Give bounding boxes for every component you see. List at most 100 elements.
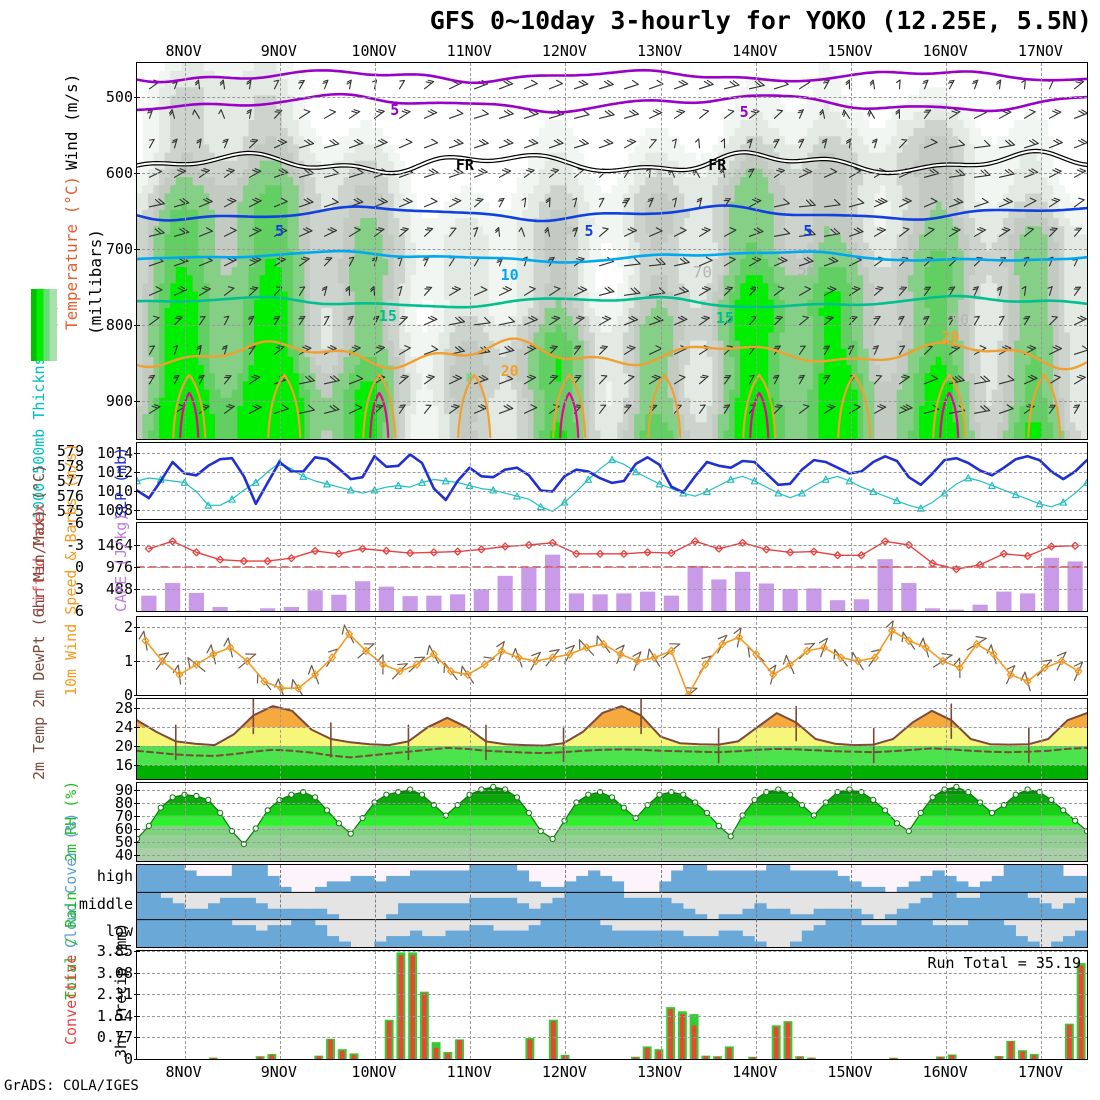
pressure-tick: 600 bbox=[105, 164, 133, 183]
day-gridline bbox=[946, 617, 948, 695]
cloud-row-label: middle bbox=[78, 894, 133, 913]
day-gridline bbox=[1041, 951, 1043, 1059]
day-gridline bbox=[755, 951, 757, 1059]
date-label: 15NOV bbox=[827, 1063, 873, 1081]
date-label: 11NOV bbox=[446, 42, 492, 60]
day-gridline bbox=[184, 443, 186, 519]
axis-tick-mark bbox=[134, 854, 140, 856]
value-gridline bbox=[137, 452, 1087, 454]
pressure-tick: 800 bbox=[105, 316, 133, 335]
value-gridline bbox=[137, 471, 1087, 473]
axis-tick-mark bbox=[134, 567, 140, 568]
day-gridline bbox=[946, 443, 948, 519]
value-gridline bbox=[137, 828, 1087, 830]
date-label: 11NOV bbox=[446, 1063, 492, 1081]
value-gridline bbox=[137, 401, 1087, 403]
date-label: 13NOV bbox=[637, 1063, 683, 1081]
day-gridline bbox=[755, 699, 757, 779]
temp2m-axis-caption: 2m Temp 2m DewPt (6hr Min/Max) (°C) bbox=[30, 463, 48, 780]
temp2m-tick: 20 bbox=[114, 737, 133, 756]
day-gridline bbox=[755, 617, 757, 695]
contour-label: 5 bbox=[739, 102, 749, 121]
date-label: 15NOV bbox=[827, 42, 873, 60]
day-gridline bbox=[184, 63, 186, 439]
cape-tick: 488 bbox=[105, 580, 133, 598]
wind10m-tick: 2 bbox=[123, 618, 133, 637]
value-gridline bbox=[137, 1015, 1087, 1017]
value-gridline bbox=[137, 509, 1087, 511]
cape-lifted-index-panel[interactable] bbox=[136, 522, 1088, 612]
contour-label: 20 bbox=[941, 327, 960, 346]
value-gridline bbox=[137, 545, 1087, 546]
rh2m-tick: 50 bbox=[114, 832, 133, 851]
day-gridline bbox=[946, 699, 948, 779]
precip-panel[interactable]: Run Total = 35.19 bbox=[136, 950, 1088, 1060]
wind10m-panel[interactable] bbox=[136, 616, 1088, 696]
lifted-index-tick: -6 bbox=[65, 514, 84, 532]
axis-tick-mark bbox=[134, 994, 140, 996]
rh2m-panel[interactable] bbox=[136, 782, 1088, 862]
axis-tick-mark bbox=[134, 972, 140, 974]
thickness-tick: 577 bbox=[56, 472, 84, 490]
day-gridline bbox=[851, 783, 852, 861]
day-gridline bbox=[755, 783, 757, 861]
day-gridline bbox=[184, 865, 186, 947]
slp-thickness-panel[interactable] bbox=[136, 442, 1088, 520]
axis-tick-mark bbox=[134, 325, 140, 327]
date-label: 14NOV bbox=[732, 1063, 778, 1081]
axis-tick-mark bbox=[134, 708, 140, 710]
precip-tick: 0 bbox=[123, 1050, 133, 1068]
contour-label: FR bbox=[455, 155, 474, 174]
rh2m-tick: 80 bbox=[114, 793, 133, 812]
axis-tick-mark bbox=[134, 815, 140, 817]
temperature-axis-caption: Temperature (°C) bbox=[62, 175, 81, 330]
date-label: 12NOV bbox=[541, 42, 587, 60]
axis-tick-mark bbox=[134, 789, 140, 791]
value-gridline bbox=[137, 951, 1087, 952]
day-gridline bbox=[1041, 783, 1043, 861]
contour-label: 5 bbox=[584, 221, 594, 240]
temp2m-panel[interactable] bbox=[136, 698, 1088, 780]
value-gridline bbox=[137, 97, 1087, 99]
value-gridline bbox=[137, 490, 1087, 492]
day-gridline bbox=[375, 63, 376, 439]
contour-label: 15 bbox=[378, 306, 397, 325]
day-gridline bbox=[565, 617, 567, 695]
value-gridline bbox=[137, 589, 1087, 590]
axis-tick-mark bbox=[134, 97, 140, 99]
axis-tick-mark bbox=[134, 173, 140, 175]
value-gridline bbox=[137, 1037, 1087, 1039]
value-gridline bbox=[137, 708, 1087, 710]
day-gridline bbox=[755, 865, 757, 947]
cloud-cover-panel[interactable] bbox=[136, 864, 1088, 948]
thickness-tick: 578 bbox=[56, 456, 84, 475]
pressure-tick: 700 bbox=[105, 240, 133, 259]
axis-tick-mark bbox=[134, 661, 140, 663]
day-gridline bbox=[279, 951, 281, 1059]
rh2m-tick: 70 bbox=[114, 806, 133, 825]
day-gridline bbox=[565, 951, 567, 1059]
temp2m-tick: 16 bbox=[114, 755, 133, 774]
value-gridline bbox=[137, 627, 1087, 629]
cape-tick: 1464 bbox=[96, 536, 133, 554]
cape-tick: 976 bbox=[105, 558, 133, 576]
axis-tick-mark bbox=[134, 1037, 140, 1039]
axis-tick-mark bbox=[134, 746, 140, 748]
lifted-index-tick: 3 bbox=[74, 580, 84, 598]
axis-tick-mark bbox=[134, 1015, 140, 1017]
precip-tick: 2.31 bbox=[96, 985, 133, 1004]
axis-tick-mark bbox=[134, 589, 140, 590]
value-gridline bbox=[137, 972, 1087, 974]
day-gridline bbox=[1041, 699, 1043, 779]
upper-air-panel[interactable]: 70 50 5 5 FR FR 5 5 5 10 15 15 20 20 50 bbox=[136, 62, 1088, 440]
day-gridline bbox=[184, 699, 186, 779]
day-gridline bbox=[1041, 617, 1043, 695]
plot-graphics: 70 50 bbox=[137, 63, 1087, 439]
value-gridline bbox=[137, 661, 1087, 663]
day-gridline bbox=[851, 699, 852, 779]
day-gridline bbox=[946, 783, 948, 861]
contour-label: 5 bbox=[390, 100, 400, 119]
day-gridline bbox=[279, 699, 281, 779]
contour-label: 5 bbox=[803, 221, 813, 240]
contour-label: 20 bbox=[500, 361, 519, 380]
